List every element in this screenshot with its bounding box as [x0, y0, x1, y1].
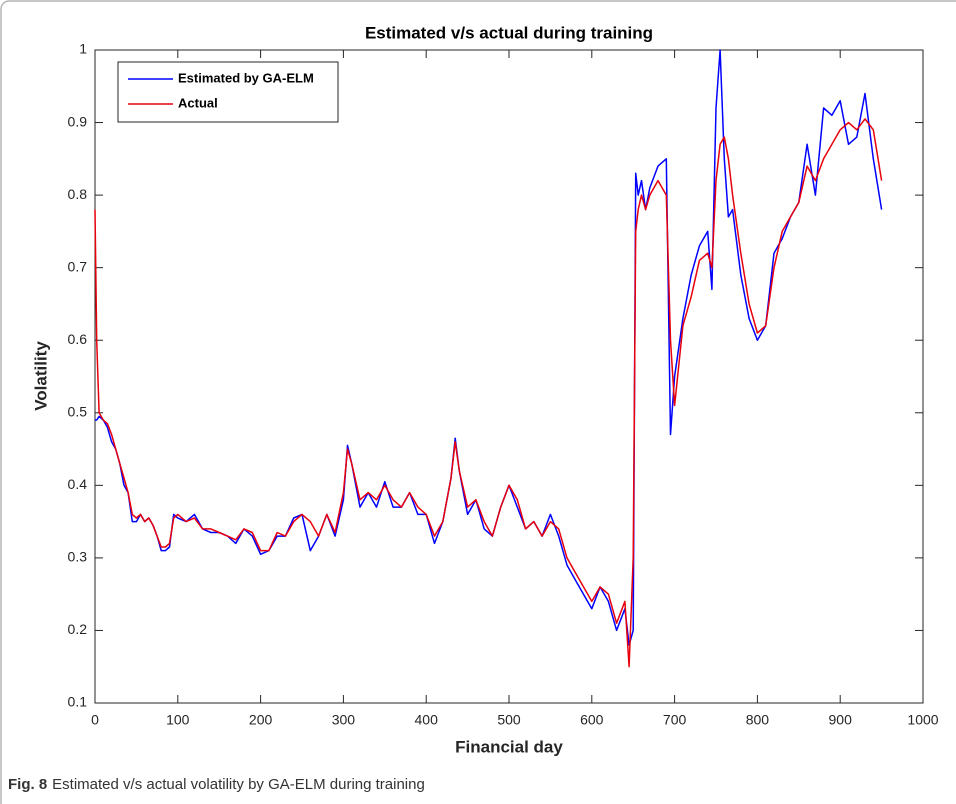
y-tick-label: 0.7 [68, 258, 88, 274]
caption: Fig. 8 Estimated v/s actual volatility by… [8, 776, 425, 793]
legend-label: Actual [178, 95, 218, 110]
x-tick-label: 100 [166, 712, 190, 728]
y-tick-label: 1 [79, 41, 87, 57]
series-line [94, 118, 883, 668]
plot-area [94, 49, 924, 704]
y-tick-label: 0.1 [68, 694, 88, 710]
y-tick-label: 0.8 [68, 186, 88, 202]
x-tick-label: 200 [249, 712, 273, 728]
y-tick-label: 0.6 [68, 331, 88, 347]
x-tick-label: 300 [332, 712, 356, 728]
x-tick-label: 900 [829, 712, 853, 728]
y-tick-label: 0.3 [68, 549, 88, 565]
y-axis-label: Volatility [31, 341, 50, 411]
legend-label: Estimated by GA-ELM [178, 70, 314, 85]
x-tick-label: 500 [497, 712, 521, 728]
x-tick-label: 0 [91, 712, 99, 728]
y-tick-label: 0.9 [68, 113, 88, 129]
x-tick-label: 400 [415, 712, 439, 728]
chart-title: Estimated v/s actual during training [365, 23, 653, 42]
y-tick-label: 0.5 [68, 403, 88, 419]
y-tick-label: 0.4 [68, 476, 88, 492]
x-tick-label: 800 [746, 712, 770, 728]
caption-label: Fig. 8 [8, 776, 47, 793]
x-tick-label: 600 [580, 712, 604, 728]
legend-box [117, 61, 339, 123]
y-tick-label: 0.2 [68, 621, 88, 637]
caption-text: Estimated v/s actual volatility by GA-EL… [52, 776, 425, 793]
x-axis-label: Financial day [455, 737, 563, 756]
x-tick-label: 1000 [907, 712, 938, 728]
x-tick-label: 700 [663, 712, 687, 728]
